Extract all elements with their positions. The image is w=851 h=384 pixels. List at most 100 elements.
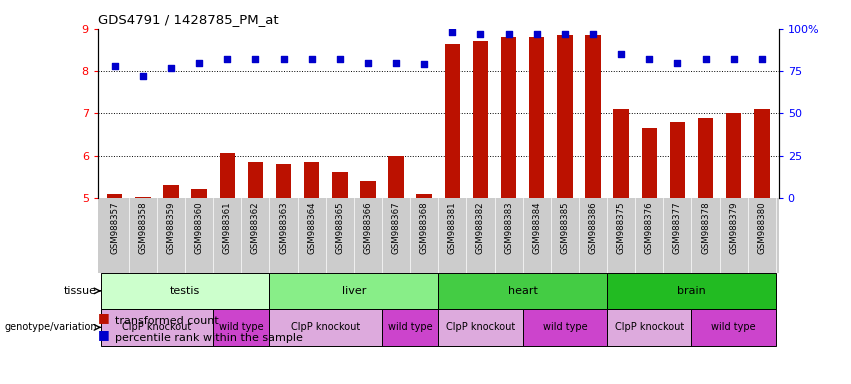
- Point: [108, 63, 122, 69]
- Point: [248, 56, 262, 62]
- Text: GSM988382: GSM988382: [476, 202, 485, 254]
- Bar: [248, 162, 263, 198]
- Bar: [607, 273, 776, 309]
- Text: GSM988364: GSM988364: [307, 202, 317, 254]
- Point: [530, 31, 544, 37]
- Text: GSM988375: GSM988375: [617, 202, 625, 254]
- Bar: [642, 128, 657, 198]
- Text: GSM988362: GSM988362: [251, 202, 260, 254]
- Bar: [726, 113, 741, 198]
- Text: heart: heart: [508, 286, 538, 296]
- Text: tissue: tissue: [64, 286, 97, 296]
- Point: [361, 60, 374, 66]
- Bar: [163, 185, 179, 198]
- Bar: [214, 309, 270, 346]
- Text: GSM988381: GSM988381: [448, 202, 457, 254]
- Bar: [107, 194, 123, 198]
- Point: [446, 29, 460, 35]
- Text: GSM988386: GSM988386: [589, 202, 597, 254]
- Text: GSM988380: GSM988380: [757, 202, 766, 254]
- Bar: [220, 153, 235, 198]
- Bar: [304, 162, 319, 198]
- Bar: [382, 309, 438, 346]
- Point: [220, 56, 234, 62]
- Text: GSM988357: GSM988357: [111, 202, 119, 254]
- Bar: [270, 273, 438, 309]
- Bar: [438, 309, 523, 346]
- Bar: [692, 309, 776, 346]
- Bar: [388, 156, 404, 198]
- Text: GSM988361: GSM988361: [223, 202, 231, 254]
- Point: [671, 60, 684, 66]
- Point: [614, 51, 628, 57]
- Bar: [276, 164, 291, 198]
- Bar: [472, 41, 488, 198]
- Text: GSM988363: GSM988363: [279, 202, 288, 254]
- Bar: [100, 273, 270, 309]
- Point: [558, 31, 572, 37]
- Bar: [614, 109, 629, 198]
- Text: GSM988378: GSM988378: [701, 202, 710, 254]
- Bar: [607, 309, 692, 346]
- Bar: [191, 189, 207, 198]
- Text: ClpP knockout: ClpP knockout: [291, 322, 360, 333]
- Bar: [585, 35, 601, 198]
- Bar: [523, 309, 607, 346]
- Point: [417, 61, 431, 67]
- Bar: [332, 172, 347, 198]
- Text: genotype/variation: genotype/variation: [4, 322, 97, 333]
- Point: [136, 73, 150, 79]
- Text: brain: brain: [677, 286, 705, 296]
- Point: [586, 31, 600, 37]
- Text: GSM988385: GSM988385: [560, 202, 569, 254]
- Point: [333, 56, 346, 62]
- Text: GSM988365: GSM988365: [335, 202, 345, 254]
- Text: liver: liver: [342, 286, 366, 296]
- Point: [305, 56, 318, 62]
- Text: GSM988360: GSM988360: [195, 202, 203, 254]
- Point: [502, 31, 516, 37]
- Text: ClpP knockout: ClpP knockout: [123, 322, 191, 333]
- Text: GSM988376: GSM988376: [645, 202, 654, 254]
- Point: [699, 56, 712, 62]
- Text: ClpP knockout: ClpP knockout: [446, 322, 515, 333]
- Bar: [438, 273, 607, 309]
- Text: transformed count: transformed count: [115, 316, 219, 326]
- Bar: [270, 309, 382, 346]
- Bar: [670, 122, 685, 198]
- Text: GSM988383: GSM988383: [504, 202, 513, 254]
- Bar: [698, 118, 713, 198]
- Text: GSM988379: GSM988379: [729, 202, 738, 254]
- Text: wild type: wild type: [543, 322, 587, 333]
- Text: GSM988366: GSM988366: [363, 202, 373, 254]
- Text: GDS4791 / 1428785_PM_at: GDS4791 / 1428785_PM_at: [98, 13, 278, 26]
- Bar: [529, 37, 545, 198]
- Point: [192, 60, 206, 66]
- Bar: [135, 197, 151, 198]
- Text: ■: ■: [98, 328, 110, 341]
- Text: percentile rank within the sample: percentile rank within the sample: [115, 333, 303, 343]
- Point: [755, 56, 768, 62]
- Text: GSM988359: GSM988359: [167, 202, 175, 254]
- Text: ClpP knockout: ClpP knockout: [614, 322, 684, 333]
- Point: [474, 31, 488, 37]
- Text: wild type: wild type: [219, 322, 264, 333]
- Bar: [501, 37, 517, 198]
- Text: GSM988384: GSM988384: [532, 202, 541, 254]
- Text: GSM988358: GSM988358: [139, 202, 147, 254]
- Bar: [360, 181, 375, 198]
- Text: GSM988368: GSM988368: [420, 202, 429, 254]
- Point: [277, 56, 290, 62]
- Bar: [416, 194, 432, 198]
- Text: ■: ■: [98, 311, 110, 324]
- Text: GSM988367: GSM988367: [391, 202, 401, 254]
- Text: wild type: wild type: [388, 322, 432, 333]
- Text: testis: testis: [170, 286, 200, 296]
- Point: [643, 56, 656, 62]
- Point: [389, 60, 403, 66]
- Point: [164, 65, 178, 71]
- Bar: [100, 309, 214, 346]
- Bar: [444, 43, 460, 198]
- Point: [727, 56, 740, 62]
- Bar: [754, 109, 769, 198]
